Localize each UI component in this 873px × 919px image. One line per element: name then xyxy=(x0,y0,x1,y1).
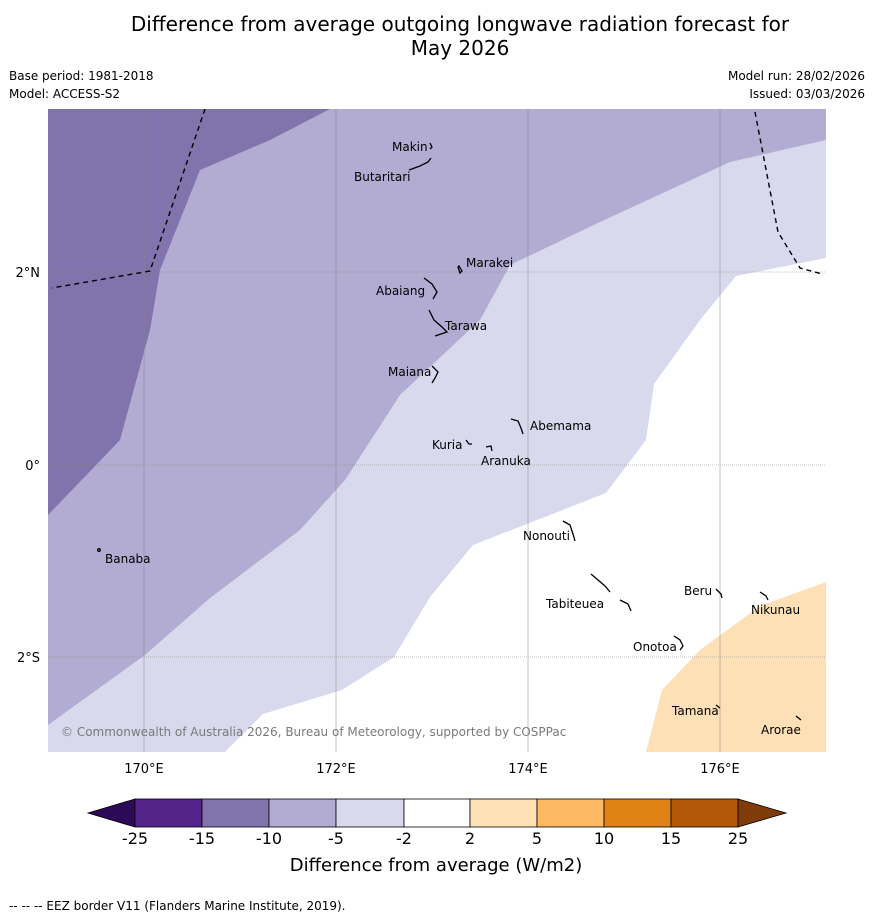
label-tabiteuea: Tabiteuea xyxy=(545,597,604,611)
colorbar-bin-neg15-neg10 xyxy=(201,798,270,828)
colorbar-bin-neg5-neg2 xyxy=(335,798,405,828)
label-abaiang: Abaiang xyxy=(376,284,425,298)
model-name: Model: ACCESS-S2 xyxy=(9,87,121,101)
cb-tick-neg25: -25 xyxy=(122,829,148,848)
colorbar-bin-10-15 xyxy=(603,798,672,828)
cb-tick-2: 2 xyxy=(465,829,475,848)
label-arorae: Arorae xyxy=(761,723,801,737)
cb-tick-25: 25 xyxy=(728,829,748,848)
cb-tick-5: 5 xyxy=(532,829,542,848)
copyright-notice: © Commonwealth of Australia 2026, Bureau… xyxy=(61,725,566,739)
label-nonouti: Nonouti xyxy=(523,529,570,543)
cb-tick-15: 15 xyxy=(661,829,681,848)
onotoa-outline xyxy=(673,635,684,651)
colorbar-bin-neg25-neg15 xyxy=(134,798,203,828)
label-nikunau: Nikunau xyxy=(751,603,800,617)
colorbar-bin-neg10-neg5 xyxy=(268,798,337,828)
model-run: Model run: 28/02/2026 xyxy=(727,69,865,83)
tarawa-outline xyxy=(428,309,449,337)
label-marakei: Marakei xyxy=(466,256,513,270)
label-kuria: Kuria xyxy=(432,438,463,452)
tabiteuea-south-outline xyxy=(619,599,632,612)
label-tarawa: Tarawa xyxy=(444,319,487,333)
makin-outline xyxy=(429,142,433,150)
arorae-outline xyxy=(795,715,802,721)
region-neg2-2 xyxy=(225,258,826,752)
colorbar-ticks: -25 -15 -10 -5 -2 2 5 10 15 25 xyxy=(122,829,748,848)
eez-footnote: -- -- -- EEZ border V11 (Flanders Marine… xyxy=(9,899,346,913)
label-beru: Beru xyxy=(684,584,712,598)
lon-tick-176: 176°E xyxy=(700,762,740,777)
colorbar xyxy=(86,798,788,828)
region-2-5 xyxy=(646,582,826,752)
label-makin: Makin xyxy=(392,140,428,154)
title-line-1: Difference from average outgoing longwav… xyxy=(130,12,790,36)
nonouti-outline xyxy=(562,520,576,542)
lon-tick-170: 170°E xyxy=(124,762,164,777)
meta-left: Base period: 1981-2018 Model: ACCESS-S2 xyxy=(9,67,154,103)
lat-tick-2n: 2°N xyxy=(16,266,41,281)
marakei-outline xyxy=(457,264,463,275)
cb-tick-neg10: -10 xyxy=(256,829,282,848)
colorbar-title: Difference from average (W/m2) xyxy=(290,855,582,876)
label-banaba: Banaba xyxy=(105,552,151,566)
title-line-2: May 2026 xyxy=(410,36,510,60)
label-abemama: Abemama xyxy=(530,419,591,433)
colorbar-bin-2-5 xyxy=(469,798,538,828)
meta-right: Model run: 28/02/2026 Issued: 03/03/2026 xyxy=(728,67,865,103)
cb-tick-neg5: -5 xyxy=(328,829,344,848)
banaba-outline xyxy=(97,548,101,552)
label-maiana: Maiana xyxy=(388,365,431,379)
colorbar-bin-15-25 xyxy=(670,798,739,828)
colorbar-bin-5-10 xyxy=(536,798,605,828)
lon-tick-174: 174°E xyxy=(508,762,548,777)
colorbar-bin-neg2-2 xyxy=(403,798,471,828)
abaiang-outline xyxy=(423,277,438,300)
label-onotoa: Onotoa xyxy=(633,640,677,654)
kuria-outline xyxy=(465,439,472,445)
label-aranuka: Aranuka xyxy=(481,454,531,468)
eez-border xyxy=(51,109,823,289)
label-tamana: Tamana xyxy=(671,704,719,718)
beru-outline xyxy=(715,588,723,599)
grid-lines xyxy=(48,109,826,752)
island-outlines xyxy=(97,142,802,721)
cb-tick-neg15: -15 xyxy=(189,829,215,848)
aranuka-outline xyxy=(485,445,493,452)
lat-tick-2s: 2°S xyxy=(17,651,40,666)
lon-tick-172: 172°E xyxy=(316,762,356,777)
tamana-outline xyxy=(715,704,721,709)
map-title: Difference from average outgoing longwav… xyxy=(0,12,873,60)
nikunau-outline xyxy=(759,591,769,601)
lat-tick-0: 0° xyxy=(25,459,40,474)
region-neg15-neg10 xyxy=(48,109,330,515)
map-plot-area: Makin Butaritari Marakei Abaiang Tarawa … xyxy=(48,109,826,752)
abemama-outline xyxy=(510,418,524,435)
maiana-outline xyxy=(431,365,439,384)
label-butaritari: Butaritari xyxy=(354,170,411,184)
axis-labels: 170°E 172°E 174°E 176°E 2°N 0° 2°S xyxy=(16,266,740,777)
region-neg10-neg5 xyxy=(48,109,826,725)
butaritari-outline xyxy=(408,157,432,171)
base-period: Base period: 1981-2018 xyxy=(9,69,154,83)
colorbar-extend-low xyxy=(86,798,136,828)
colorbar-extend-high xyxy=(737,798,788,828)
tabiteuea-outline xyxy=(590,573,611,593)
cb-tick-neg2: -2 xyxy=(396,829,412,848)
issued-date: Issued: 03/03/2026 xyxy=(749,87,865,101)
cb-tick-10: 10 xyxy=(594,829,614,848)
